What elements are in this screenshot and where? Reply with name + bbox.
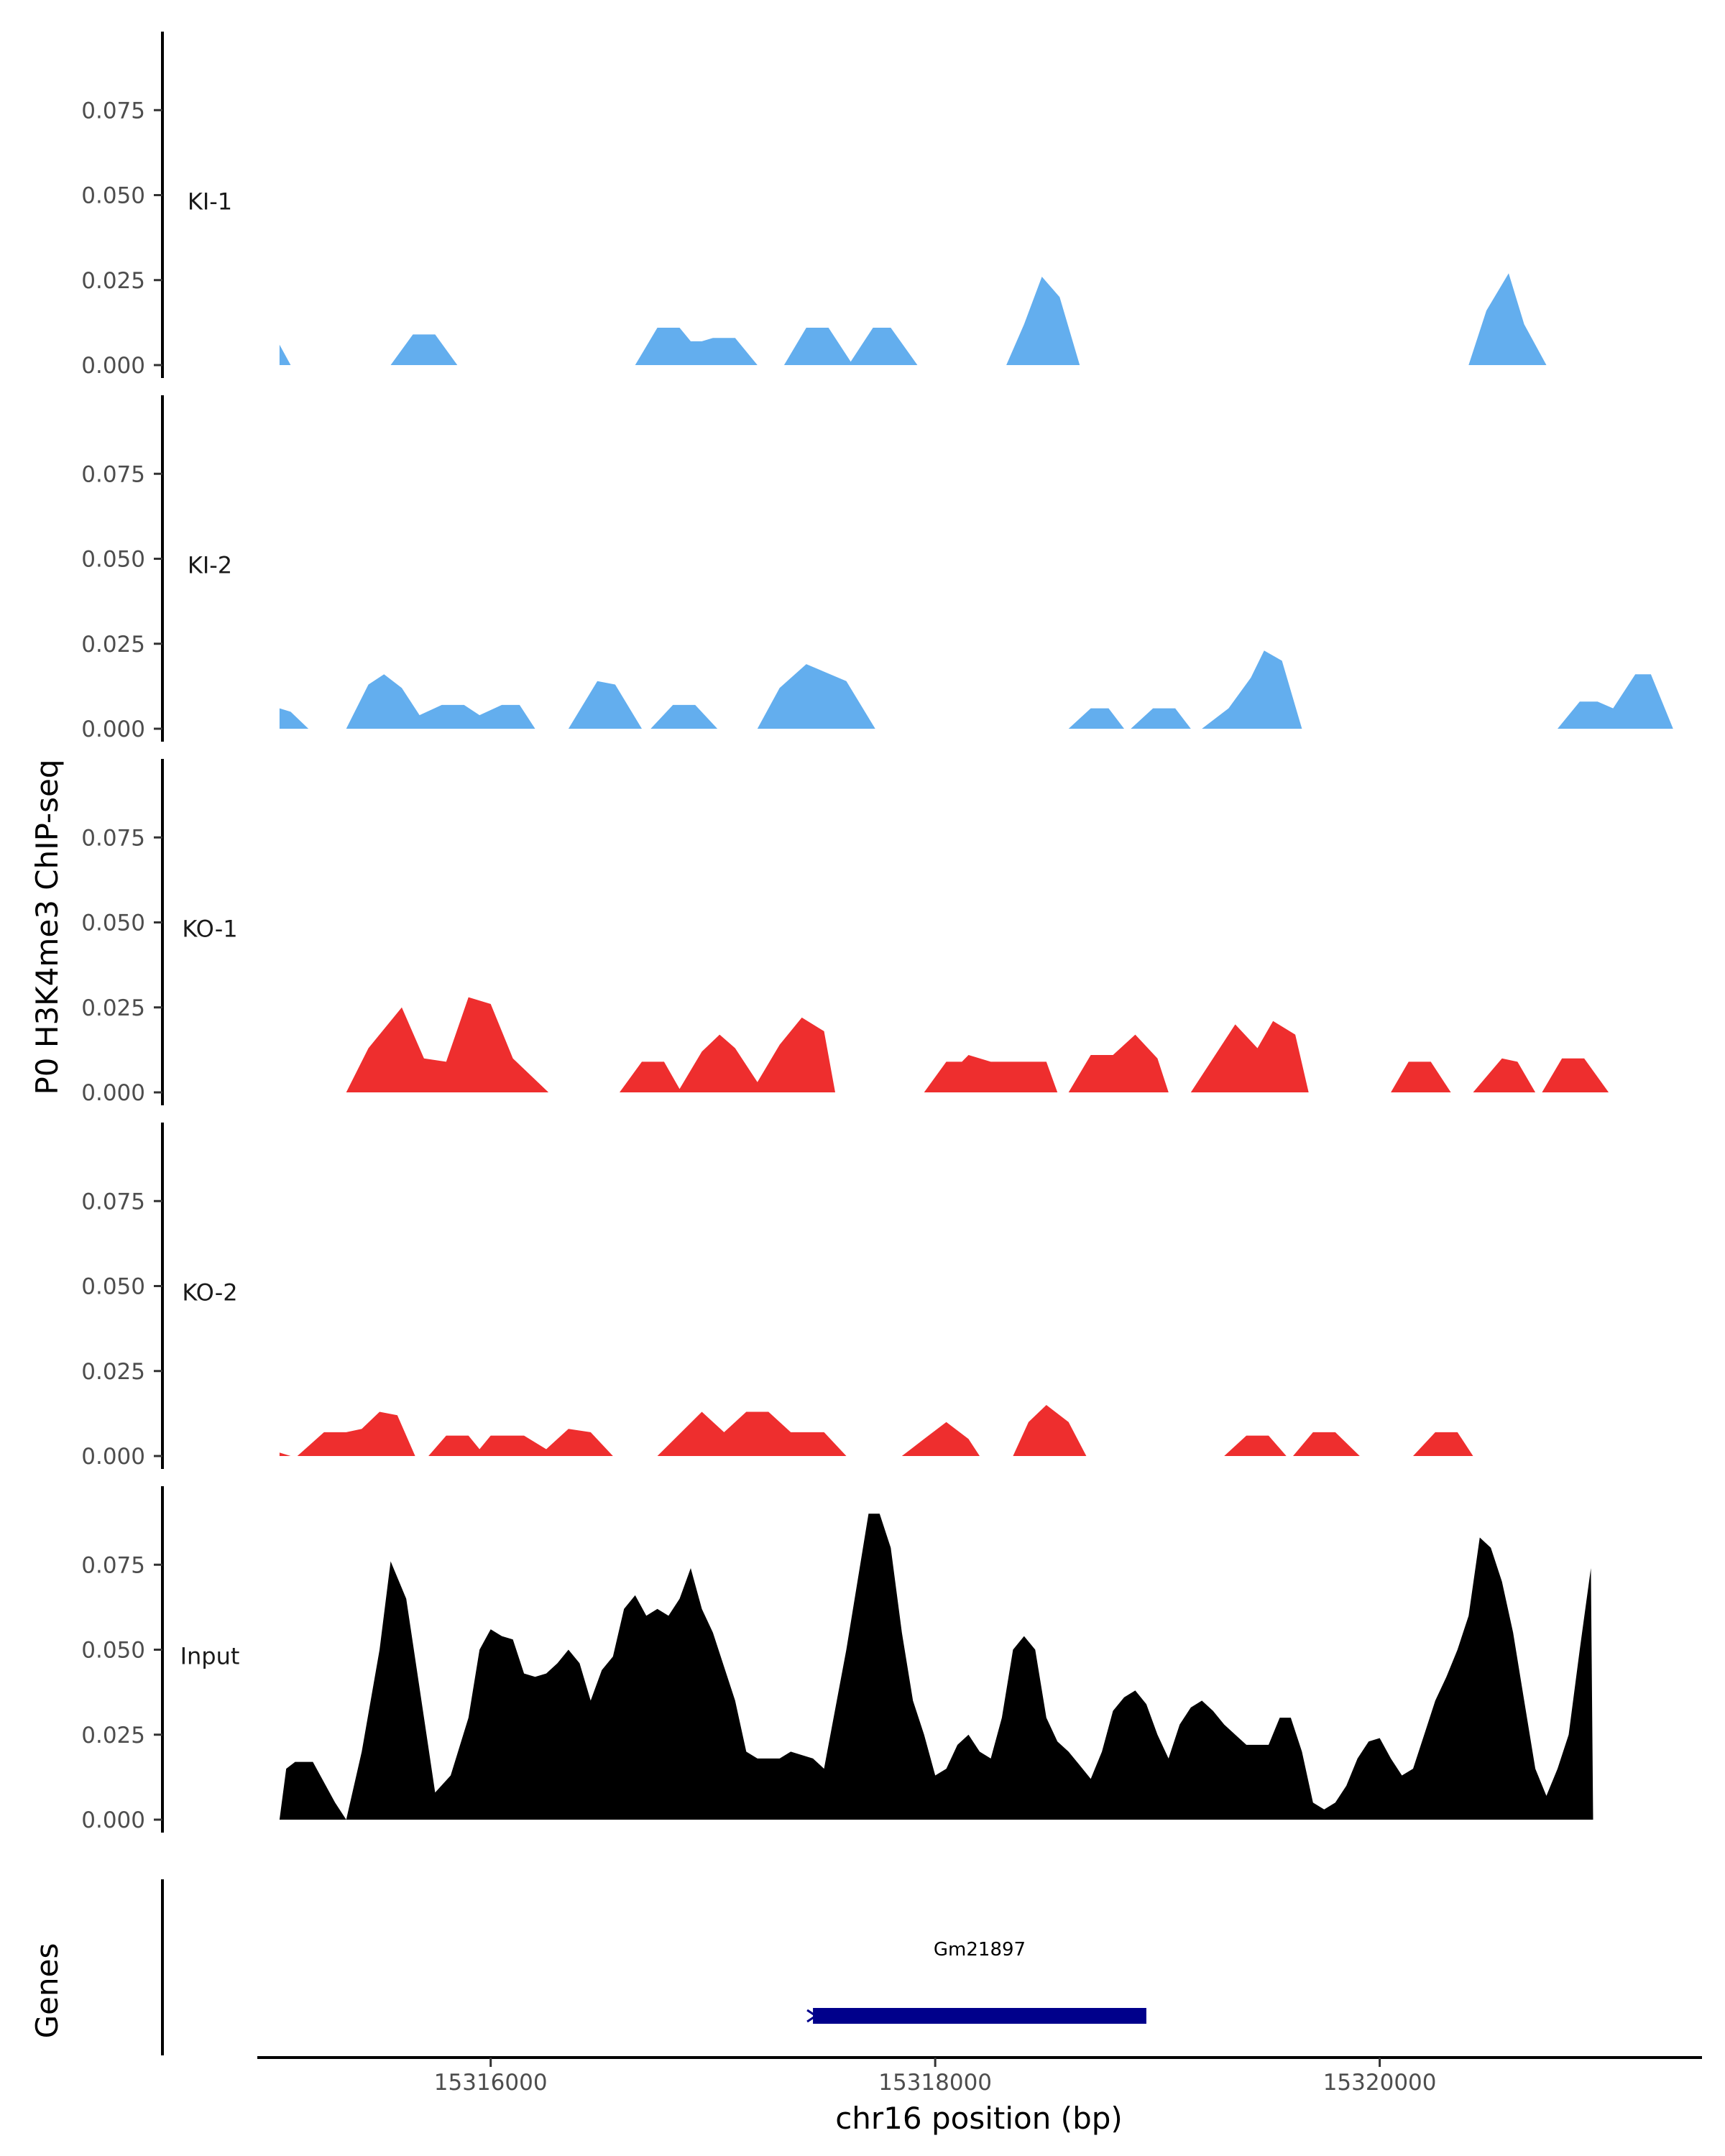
y-tick-label: 0.000 [81,717,145,742]
y-tick-label: 0.075 [81,825,145,851]
y-axis-title: P0 H3K4me3 ChIP-seq [29,759,65,1095]
y-tick-label: 0.025 [81,632,145,658]
signal-peak [279,1452,291,1456]
signal-peak [1413,1432,1473,1456]
x-axis: 15316000 15318000 15320000 [434,2058,1437,2096]
y-tick-label: 0.050 [81,1274,145,1300]
strand-arrow-icon [806,2009,818,2023]
signal-peak [650,704,718,729]
signal-peak [346,674,535,729]
signal-peak [1468,273,1547,365]
signal-peak [783,328,918,365]
gene-track: Gm21897 [806,1939,1146,2024]
y-tick-label: 0.075 [81,1552,145,1578]
track-ki-1: 0.000 0.025 0.050 0.075 KI-1 [81,32,1547,379]
track-panels: 0.0000.0250.0500.075KI-10.0000.0250.0500… [81,32,1673,1833]
signal-peak [1131,708,1191,729]
x-tick-label: 15318000 [878,2070,992,2096]
signal-peak [297,1411,415,1456]
signal-peak [428,1429,613,1456]
gene-body [813,2008,1146,2024]
signal-peak [757,664,875,729]
signal-peak [568,681,642,729]
signal-peak [924,1055,1058,1092]
y-tick-label: 0.000 [81,1444,145,1470]
track-label: KO-2 [182,1279,237,1307]
track-ko-1: 0.000 0.025 0.050 0.075 KO-1 [81,759,1609,1106]
y-tick-label: 0.000 [81,1080,145,1106]
x-tick-label: 15316000 [434,2070,548,2096]
signal-peak [346,997,549,1092]
y-tick-label: 0.050 [81,1638,145,1664]
y-tick-label: 0.075 [81,461,145,487]
signal-peak [1558,674,1673,729]
y-tick-label: 0.025 [81,268,145,294]
track-label: KO-1 [182,916,237,943]
signal-peak [1473,1058,1536,1092]
y-tick-label: 0.075 [81,98,145,124]
track-ki-2: 0.000 0.025 0.050 0.075 KI-2 [81,395,1673,742]
signal-peak [1391,1061,1451,1092]
genes-axis-title: Genes [29,1943,65,2039]
signal-peak [1006,277,1080,365]
signal-peak [1068,1034,1169,1092]
signal-peak [620,1017,835,1092]
y-tick-label: 0.050 [81,911,145,936]
y-tick-label: 0.000 [81,1807,145,1833]
signal-peak [1068,708,1124,729]
signal-peak [1013,1405,1087,1456]
y-tick-label: 0.000 [81,353,145,379]
signal-peak [279,344,291,365]
x-tick-label: 15320000 [1323,2070,1437,2096]
signal-peak [1190,1021,1309,1092]
signal-peak [635,328,758,365]
y-tick-label: 0.025 [81,995,145,1021]
track-ko-2: 0.000 0.025 0.050 0.075 KO-2 [81,1123,1473,1470]
signal-peak [1202,650,1302,729]
track-input: 0.000 0.025 0.050 0.075 Input [81,1486,1593,1833]
y-tick-label: 0.025 [81,1359,145,1385]
signal-peak [1293,1432,1360,1456]
track-label: Input [180,1643,240,1670]
signal-peak [901,1422,980,1456]
signal-peak [1224,1435,1287,1456]
gene-name-label: Gm21897 [934,1939,1026,1961]
signal-peak [279,708,309,729]
signal-peak [390,334,458,365]
y-tick-label: 0.075 [81,1189,145,1215]
signal-peak [1542,1058,1609,1092]
signal-peak [279,1514,1593,1820]
x-axis-title: chr16 position (bp) [835,2101,1123,2136]
track-label: KI-1 [188,188,232,216]
track-label: KI-2 [188,552,232,579]
y-tick-label: 0.050 [81,547,145,573]
y-tick-label: 0.050 [81,183,145,209]
signal-peak [657,1411,847,1456]
y-tick-label: 0.025 [81,1723,145,1749]
